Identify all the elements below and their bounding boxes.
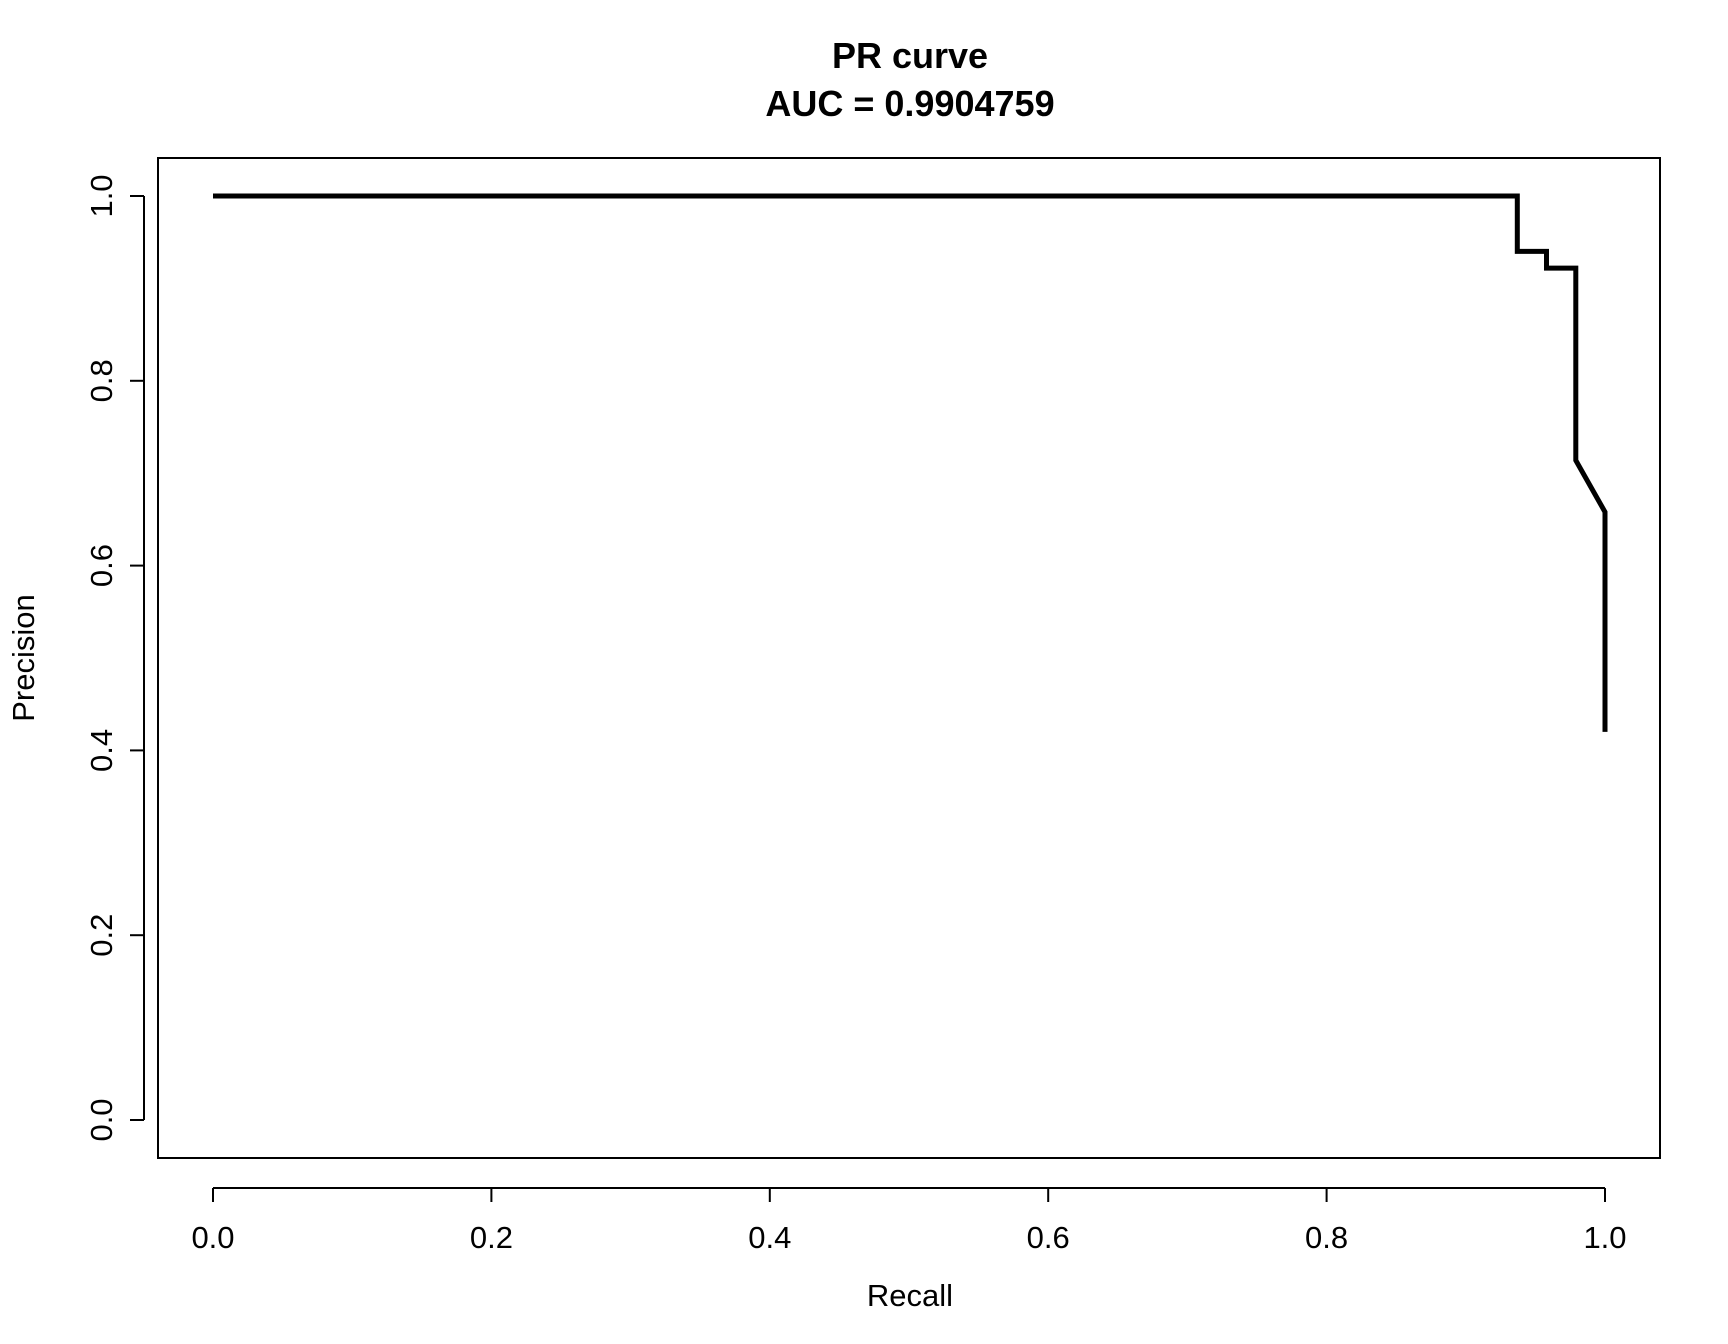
y-tick-label: 0.2 [84, 914, 119, 957]
x-tick-label: 0.4 [748, 1220, 791, 1255]
y-axis-label: Precision [6, 594, 41, 722]
y-axis: 0.0 0.2 0.4 0.6 0.8 1.0 [84, 174, 145, 1142]
x-axis-label: Recall [867, 1278, 953, 1313]
series-group [213, 193, 1608, 732]
x-tick-label: 0.8 [1305, 1220, 1348, 1255]
plot-frame [157, 157, 1661, 1159]
x-tick-label: 0.2 [470, 1220, 513, 1255]
x-tick-label: 0.6 [1027, 1220, 1070, 1255]
x-axis: 0.0 0.2 0.4 0.6 0.8 1.0 [191, 1187, 1627, 1255]
y-tick-label: 0.6 [84, 544, 119, 587]
chart-title: PR curve [832, 35, 988, 76]
y-tick-label: 0.0 [84, 1098, 119, 1141]
chart-subtitle: AUC = 0.9904759 [765, 83, 1054, 124]
y-tick-label: 0.8 [84, 359, 119, 402]
x-tick-label: 1.0 [1583, 1220, 1626, 1255]
x-tick-label: 0.0 [191, 1220, 234, 1255]
y-tick-label: 0.4 [84, 729, 119, 772]
pr-curve-line [213, 193, 1608, 732]
y-tick-label: 1.0 [84, 174, 119, 217]
